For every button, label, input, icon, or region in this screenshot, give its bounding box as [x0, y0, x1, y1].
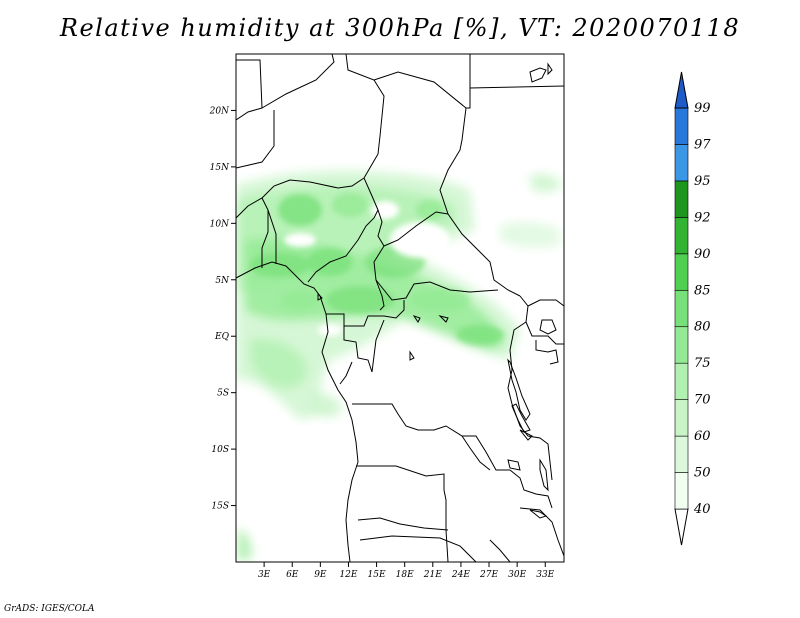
colorbar-label: 50 — [694, 466, 711, 481]
map-title: Relative humidity at 300hPa [%], VT: 202… — [59, 14, 741, 42]
latitude-axis: 20N 15N 10N 5N EQ 5S 10S 15S — [209, 106, 236, 512]
lat-tick-label: 10S — [211, 445, 229, 455]
lon-tick-label: 9E — [314, 570, 327, 580]
lon-tick-label: 30E — [508, 570, 526, 580]
colorbar-segment — [674, 472, 689, 510]
colorbar-high-arrow — [674, 71, 689, 109]
lat-tick-label: 5S — [217, 389, 229, 399]
lon-tick-label: 15E — [368, 570, 386, 580]
lat-tick-label: EQ — [214, 332, 230, 342]
lat-tick-label: 15N — [210, 163, 230, 173]
colorbar-label: 97 — [694, 137, 711, 152]
colorbar-segment — [674, 253, 689, 291]
colorbar-label: 85 — [694, 283, 711, 298]
colorbar-label: 80 — [694, 320, 711, 335]
colorbar-segment — [674, 362, 689, 400]
humidity-field — [236, 170, 562, 561]
colorbar-label: 75 — [694, 356, 711, 371]
lat-tick-label: 15S — [211, 502, 229, 512]
colorbar-segment — [674, 289, 689, 328]
colorbar-segment — [674, 399, 689, 437]
lat-tick-label: 5N — [215, 276, 230, 286]
colorbar-label: 95 — [694, 174, 711, 189]
colorbar-label: 90 — [694, 247, 711, 262]
map-frame — [235, 53, 565, 563]
credit-text: GrADS: IGES/COLA — [4, 604, 95, 614]
lon-tick-label: 3E — [258, 570, 271, 580]
colorbar-segment — [674, 180, 689, 218]
colorbar-label: 70 — [694, 393, 711, 408]
colorbar-low-arrow — [674, 508, 689, 546]
lon-tick-label: 6E — [286, 570, 299, 580]
lon-tick-label: 24E — [451, 570, 470, 580]
lat-tick-label: 10N — [210, 219, 230, 229]
longitude-axis: 3E 6E 9E 12E 15E 18E 21E 24E 27E 30E 33E — [258, 562, 555, 580]
lon-tick-label: 12E — [339, 570, 357, 580]
colorbar-segment — [674, 326, 689, 364]
lon-tick-label: 27E — [479, 570, 498, 580]
lon-tick-label: 33E — [536, 570, 554, 580]
country-borders — [236, 54, 564, 562]
lat-tick-label: 20N — [209, 106, 230, 116]
colorbar-label: 92 — [694, 210, 711, 225]
colorbar-label: 99 — [694, 101, 711, 116]
colorbar-label: 40 — [693, 502, 711, 517]
colorbar-segment — [674, 144, 689, 182]
colorbar-segment — [674, 217, 689, 255]
colorbar-segment — [674, 435, 689, 473]
lon-tick-label: 21E — [423, 570, 442, 580]
colorbar: 40 50 60 70 75 80 85 90 92 95 97 99 — [674, 71, 711, 546]
colorbar-label: 60 — [694, 429, 711, 444]
colorbar-segment — [674, 107, 689, 145]
lon-tick-label: 18E — [396, 570, 414, 580]
